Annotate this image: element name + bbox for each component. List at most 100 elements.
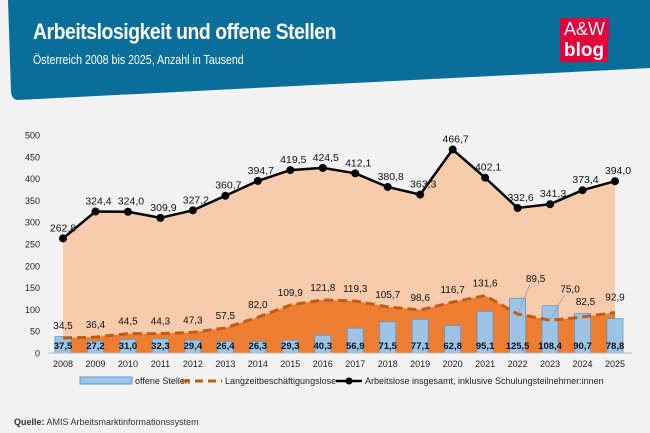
total-point-2012 (188, 206, 197, 215)
total-data-label: 380,8 (378, 171, 404, 183)
legend-label: offene Stellen (135, 376, 190, 386)
x-tick-label: 2023 (540, 359, 560, 369)
longterm-data-label: 82,0 (248, 300, 268, 311)
total-data-label: 324,0 (118, 196, 144, 208)
x-tick-label: 2012 (183, 359, 203, 369)
longterm-data-label: 82,5 (576, 297, 596, 308)
total-point-2017 (351, 169, 360, 178)
total-point-2022 (513, 203, 522, 212)
longterm-data-label: 109,9 (278, 288, 303, 299)
bar-data-label: 37,5 (54, 341, 73, 352)
bar-data-label: 29,3 (281, 341, 300, 352)
longterm-data-label: 92,9 (605, 292, 625, 303)
logo-line2: blog (560, 40, 609, 62)
bar-data-label: 77,1 (411, 341, 430, 352)
longterm-data-label: 34,5 (53, 321, 73, 332)
bar-data-label: 62,8 (443, 341, 462, 352)
longterm-data-label: 119,3 (343, 284, 368, 295)
total-data-label: 394,7 (248, 165, 274, 177)
y-tick-label: 150 (25, 283, 40, 293)
source-text: AMIS Arbeitsmarktinformationssystem (46, 417, 199, 427)
source-note: Quelle: AMIS Arbeitsmarktinformationssys… (14, 417, 199, 427)
longterm-data-label: 44,3 (151, 317, 171, 328)
leader-line (517, 284, 530, 315)
bar-data-label: 56,9 (346, 341, 365, 352)
bar-data-label: 32,3 (151, 341, 170, 352)
longterm-data-label: 36,4 (86, 320, 106, 331)
x-tick-label: 2011 (151, 359, 170, 369)
longterm-data-label: 121,8 (310, 283, 335, 294)
x-tick-label: 2024 (573, 359, 593, 369)
total-point-2025 (611, 177, 619, 186)
longterm-data-label: 98,6 (410, 293, 430, 304)
bar-data-label: 31,0 (119, 341, 138, 352)
bar-data-label: 27,2 (86, 341, 105, 352)
x-tick-label: 2021 (475, 359, 495, 369)
total-point-2008 (59, 234, 67, 243)
bar-data-label: 26,3 (249, 341, 268, 352)
bar-data-label: 108,4 (538, 341, 562, 352)
y-tick-label: 400 (25, 174, 40, 184)
total-data-label: 394,0 (605, 165, 631, 177)
total-data-label: 341,3 (540, 188, 566, 200)
longterm-data-label: 105,7 (375, 290, 400, 301)
longterm-data-label: 47,3 (183, 315, 203, 326)
x-tick-label: 2013 (215, 359, 235, 369)
total-data-label: 360,7 (215, 180, 241, 192)
longterm-data-label: 89,5 (526, 274, 546, 285)
y-tick-label: 0 (35, 349, 40, 359)
page-title: Arbeitslosigkeit und offene Stellen (33, 19, 337, 44)
total-data-label: 466,7 (443, 134, 469, 146)
bar-data-label: 90,7 (573, 341, 592, 352)
total-data-label: 419,5 (280, 154, 306, 166)
total-data-label: 262,8 (50, 222, 76, 234)
y-tick-label: 50 (30, 327, 40, 337)
longterm-data-label: 44,5 (118, 317, 138, 328)
total-data-label: 324,4 (85, 196, 111, 208)
total-data-label: 424,5 (313, 152, 339, 164)
x-tick-label: 2014 (248, 359, 268, 369)
total-point-2009 (91, 207, 100, 216)
leader-line (549, 295, 565, 321)
y-tick-label: 200 (25, 261, 40, 271)
x-tick-label: 2016 (313, 359, 333, 369)
y-tick-label: 300 (25, 218, 40, 228)
legend-marker-total (345, 377, 353, 385)
longterm-data-label: 131,6 (473, 279, 498, 290)
x-tick-label: 2010 (118, 359, 138, 369)
total-data-label: 327,2 (183, 194, 209, 206)
total-point-2023 (546, 200, 555, 209)
bar-data-label: 29,4 (184, 341, 203, 352)
total-point-2015 (286, 166, 295, 175)
y-tick-label: 450 (25, 152, 40, 162)
bar-data-label: 78,8 (606, 341, 625, 352)
total-data-label: 402,1 (475, 162, 501, 174)
total-point-2024 (578, 186, 587, 195)
y-tick-label: 500 (25, 131, 40, 141)
aw-blog-logo[interactable]: A&W blog (560, 18, 610, 62)
bar-data-label: 95,1 (476, 341, 495, 352)
legend-label: Arbeitslose insgesamt, inklusive Schulun… (365, 376, 604, 386)
longterm-data-label: 116,7 (440, 285, 465, 296)
x-tick-label: 2020 (443, 359, 463, 369)
legend-label: Langzeitbeschäftigungslose (225, 376, 336, 386)
header-banner (8, 0, 650, 100)
x-tick-label: 2019 (410, 359, 430, 369)
x-tick-label: 2009 (85, 359, 105, 369)
total-data-label: 363,3 (410, 179, 436, 191)
total-data-label: 332,6 (507, 192, 533, 204)
x-tick-label: 2008 (53, 359, 73, 369)
legend-swatch-bars (79, 376, 133, 385)
total-point-2020 (448, 145, 457, 154)
total-line (62, 147, 616, 240)
bar-data-label: 26,4 (216, 341, 235, 352)
x-tick-label: 2015 (280, 359, 300, 369)
total-point-2019 (416, 190, 425, 199)
y-tick-label: 250 (25, 240, 40, 250)
total-point-2011 (156, 213, 165, 222)
total-point-2018 (383, 182, 392, 191)
x-tick-label: 2022 (508, 359, 528, 369)
logo-line1: A&W (560, 18, 610, 40)
bar-data-label: 71,5 (378, 341, 397, 352)
longterm-line (62, 294, 616, 340)
